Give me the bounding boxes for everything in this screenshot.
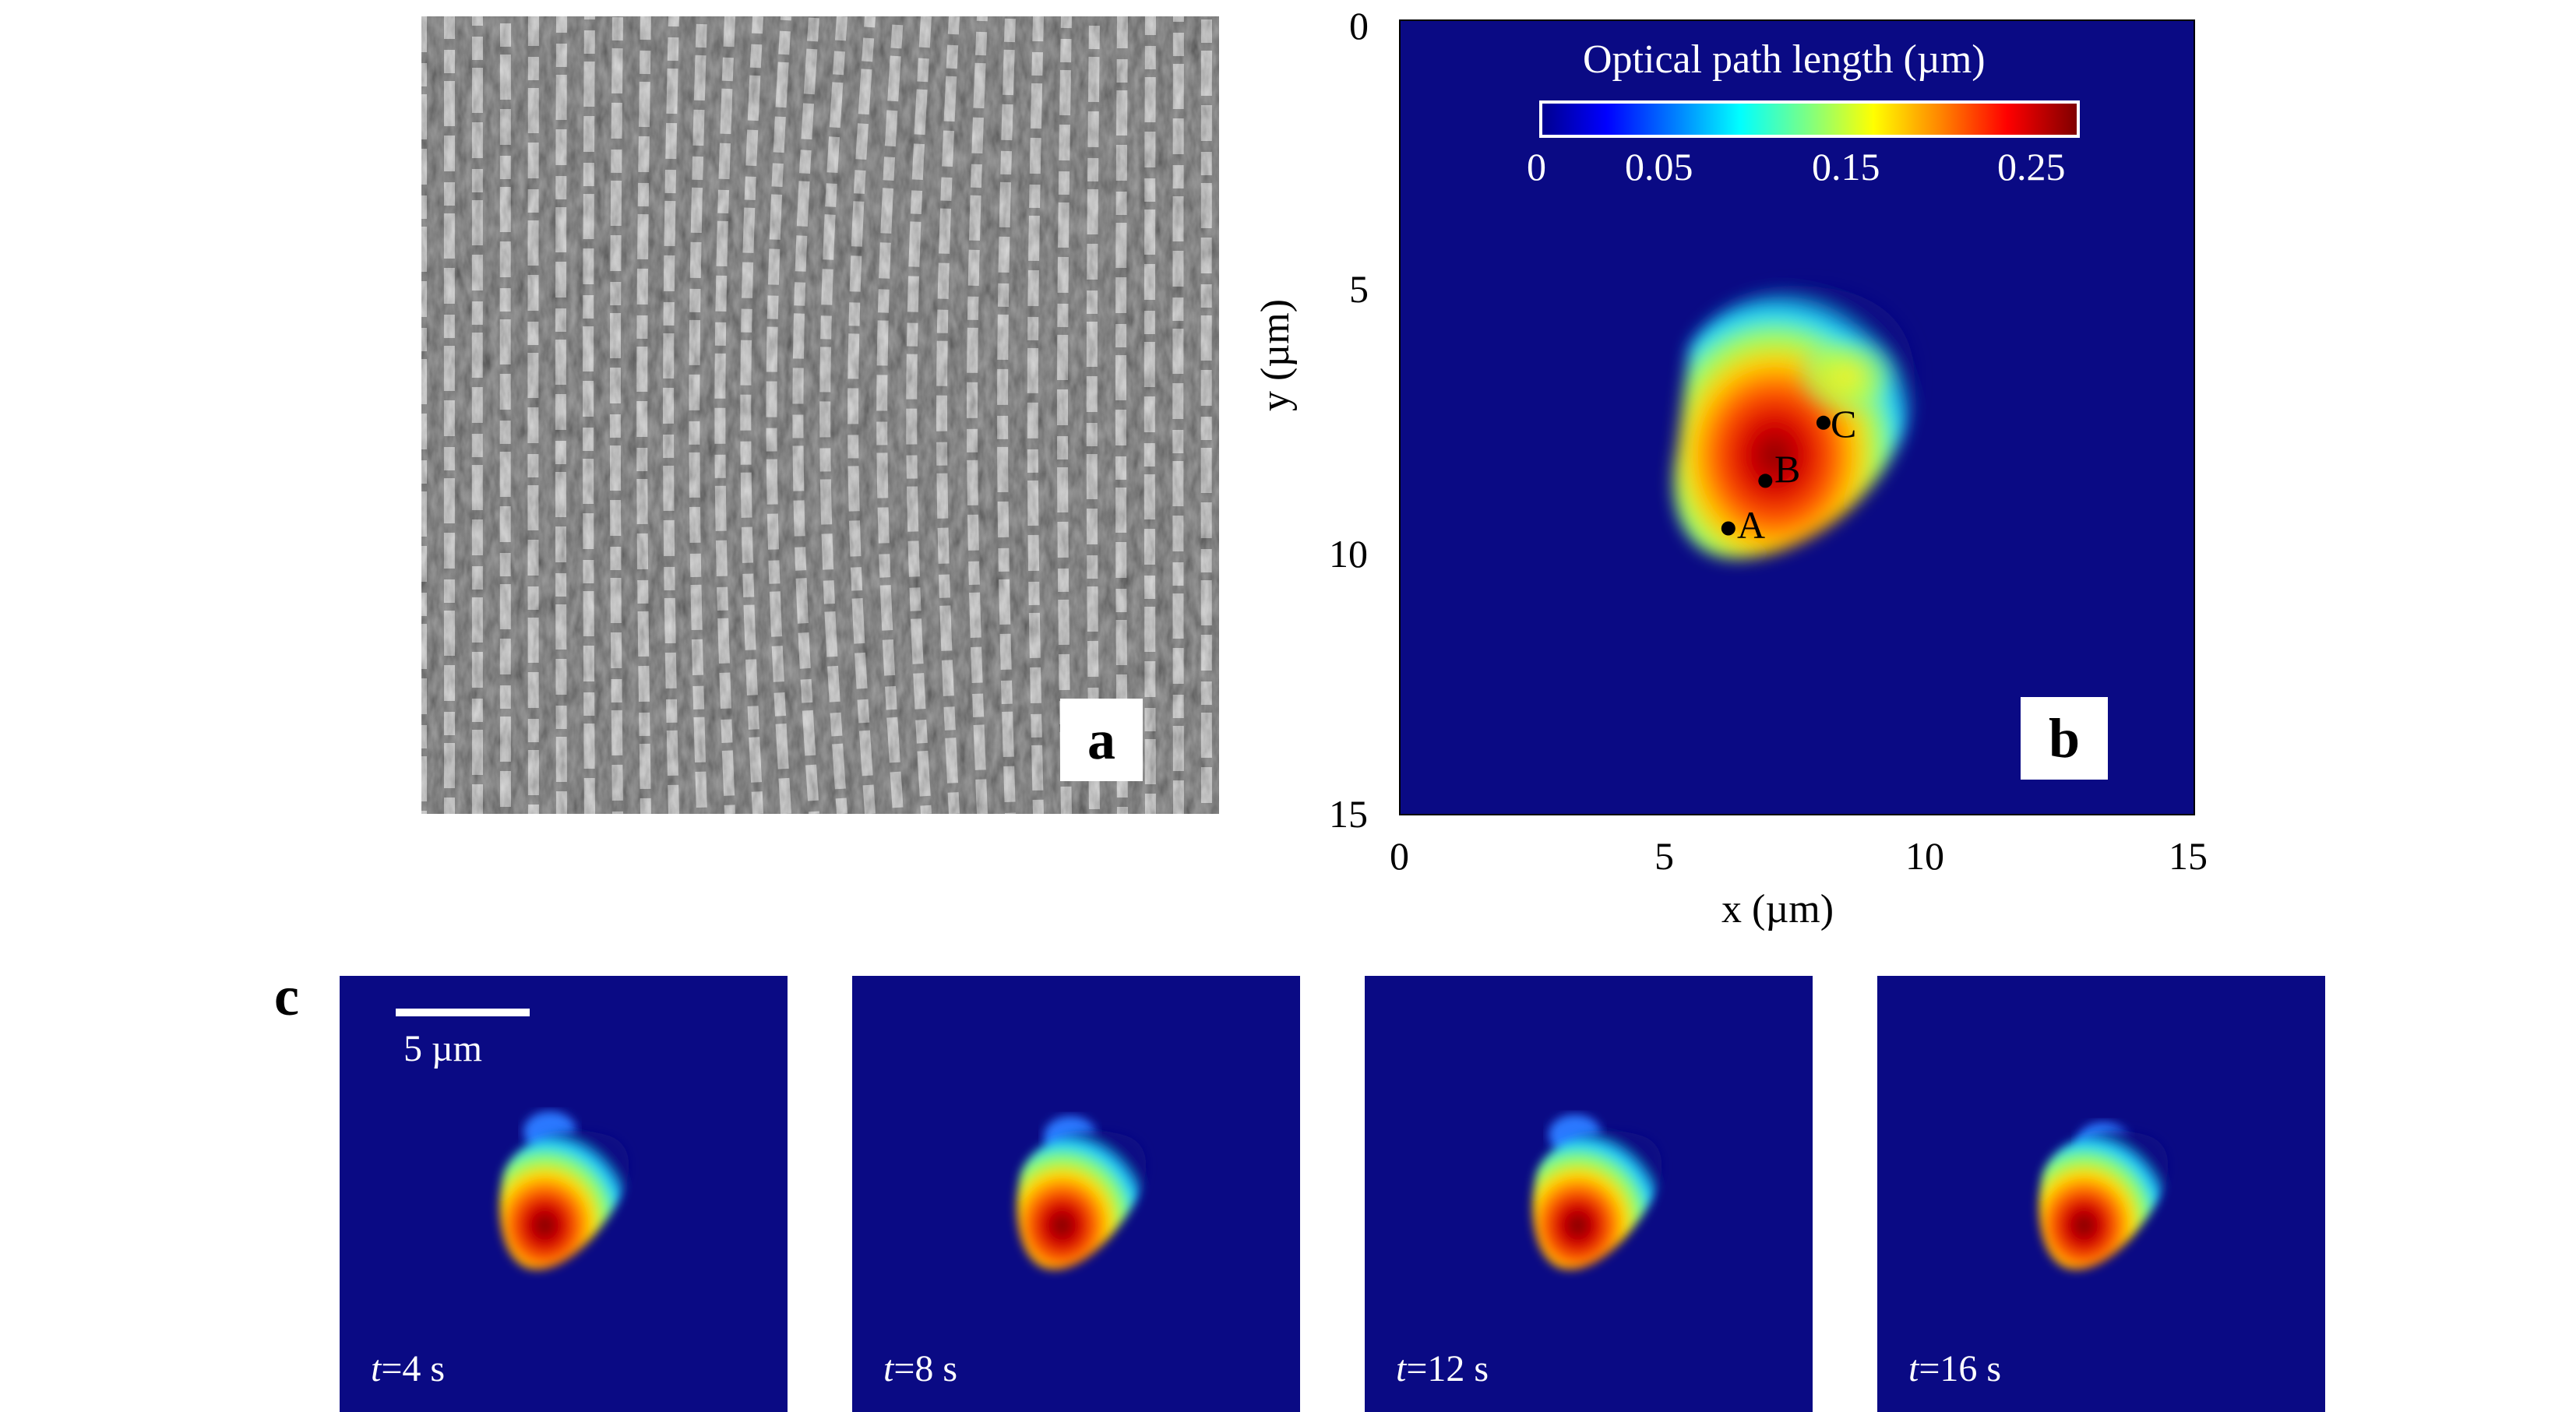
frame-time-label: t=12 s: [1396, 1348, 1489, 1389]
colorbar-tick-2: 0.15: [1812, 145, 1880, 188]
cell-body: [2039, 1131, 2169, 1270]
x-tick-10: 10: [1905, 834, 1944, 878]
frame-time-label: t=8 s: [883, 1348, 958, 1389]
point-label-B: B: [1774, 447, 1801, 491]
x-tick-5: 5: [1654, 834, 1674, 878]
colorbar-tick-1: 0.05: [1625, 145, 1693, 188]
opl-heatmap: [1401, 21, 2194, 814]
point-label-C: C: [1831, 402, 1857, 445]
opl-map: Optical path length (µm) 0 0.05 0.15 0.2…: [1401, 21, 2194, 814]
panel-c-label: c: [274, 965, 299, 1027]
interference-fringes: [421, 16, 1219, 814]
frame-heatmap: [340, 976, 788, 1412]
time-frame-1: 5 µm t=4 s: [340, 976, 788, 1412]
y-tick-0: 0: [1349, 4, 1369, 48]
point-marker-C: [1816, 415, 1831, 430]
y-tick-15: 15: [1329, 792, 1368, 836]
frame-heatmap: [852, 976, 1300, 1412]
x-tick-0: 0: [1390, 834, 1409, 878]
colorbar-title: Optical path length (µm): [1583, 37, 1986, 82]
interferogram-image: a: [421, 16, 1219, 814]
colorbar: [1539, 100, 2080, 138]
frame-heatmap: [1365, 976, 1813, 1412]
colorbar-tick-3: 0.25: [1997, 145, 2066, 188]
frame-time-label: t=16 s: [1908, 1348, 2002, 1389]
x-tick-15: 15: [2169, 834, 2208, 878]
panel-a-label: a: [1060, 699, 1143, 781]
point-marker-A: [1721, 521, 1736, 536]
cell-body: [499, 1131, 629, 1270]
y-axis-title: y (µm): [1253, 298, 1298, 411]
panel-b-label: b: [2021, 697, 2108, 780]
scale-bar-label: 5 µm: [403, 1028, 482, 1069]
time-frame-3: t=12 s: [1365, 976, 1813, 1412]
time-frame-2: t=8 s: [852, 976, 1300, 1412]
x-axis-title: x (µm): [1721, 887, 1834, 931]
cell-body: [1017, 1131, 1147, 1270]
y-tick-10: 10: [1329, 532, 1368, 576]
colorbar-tick-0: 0: [1527, 145, 1546, 188]
frame-heatmap: [1877, 976, 2325, 1412]
point-label-A: A: [1737, 503, 1766, 547]
frame-time-label: t=4 s: [371, 1348, 446, 1389]
time-frame-4: t=16 s: [1877, 976, 2325, 1412]
point-marker-B: [1758, 474, 1773, 488]
cell-body: [1532, 1131, 1662, 1270]
y-tick-5: 5: [1349, 267, 1369, 311]
scale-bar: [396, 1009, 530, 1016]
